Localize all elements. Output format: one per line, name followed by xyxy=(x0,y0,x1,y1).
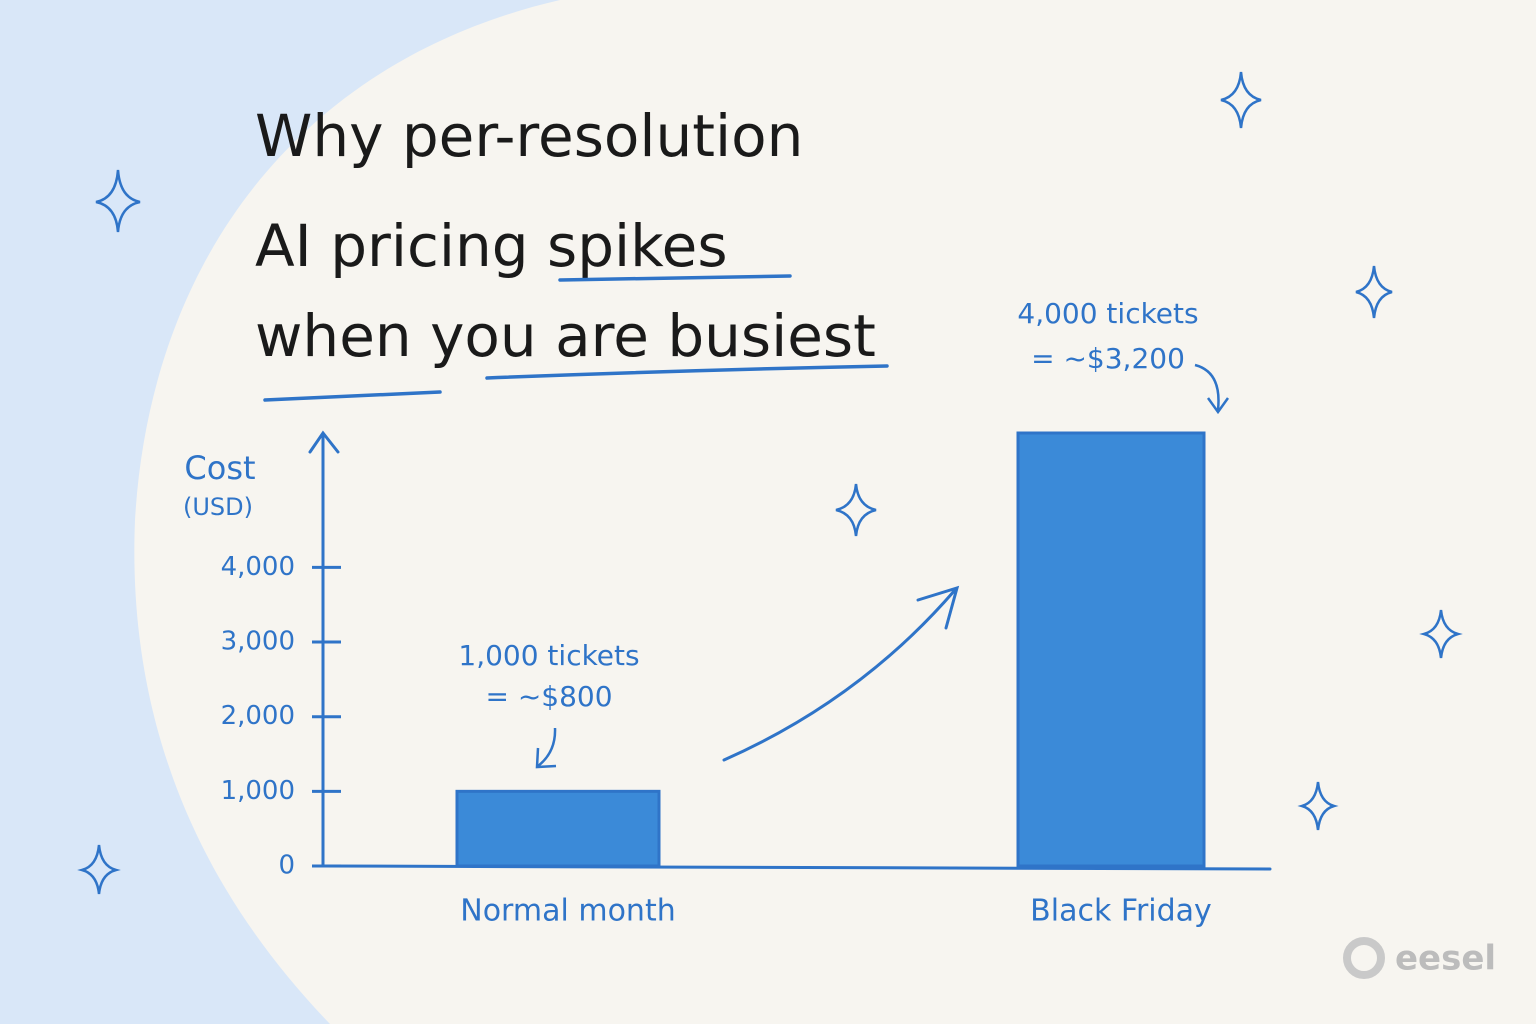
annotation: = ~$800 xyxy=(485,680,612,713)
chart-title: Why per-resolution xyxy=(255,102,803,170)
y-tick-label: 3,000 xyxy=(221,627,295,657)
y-tick-label: 0 xyxy=(278,851,295,881)
y-axis-label: (USD) xyxy=(183,493,253,521)
annotation-arrow xyxy=(535,727,557,769)
trend-arrow xyxy=(722,585,960,762)
chart-title: when you are busiest xyxy=(255,302,876,370)
annotation: = ~$3,200 xyxy=(1031,342,1185,375)
background-swoosh xyxy=(0,0,560,1024)
y-tick-label: 1,000 xyxy=(221,776,295,806)
bar xyxy=(455,789,661,868)
annotation-arrow xyxy=(1194,363,1230,415)
title-underlines xyxy=(263,274,889,402)
logo: eesel xyxy=(1343,937,1496,979)
x-tick-label: Black Friday xyxy=(1030,894,1212,929)
annotation: 4,000 tickets xyxy=(1017,297,1198,330)
y-tick-label: 2,000 xyxy=(221,701,295,731)
y-axis-label: Cost xyxy=(184,449,255,487)
sparkles xyxy=(77,71,1463,895)
logo-text: eesel xyxy=(1395,939,1496,979)
bar xyxy=(1016,431,1206,868)
chart-title: AI pricing spikes xyxy=(255,212,728,280)
x-tick-label: Normal month xyxy=(460,894,675,929)
annotation: 1,000 tickets xyxy=(458,639,639,672)
y-tick-label: 4,000 xyxy=(221,552,295,582)
